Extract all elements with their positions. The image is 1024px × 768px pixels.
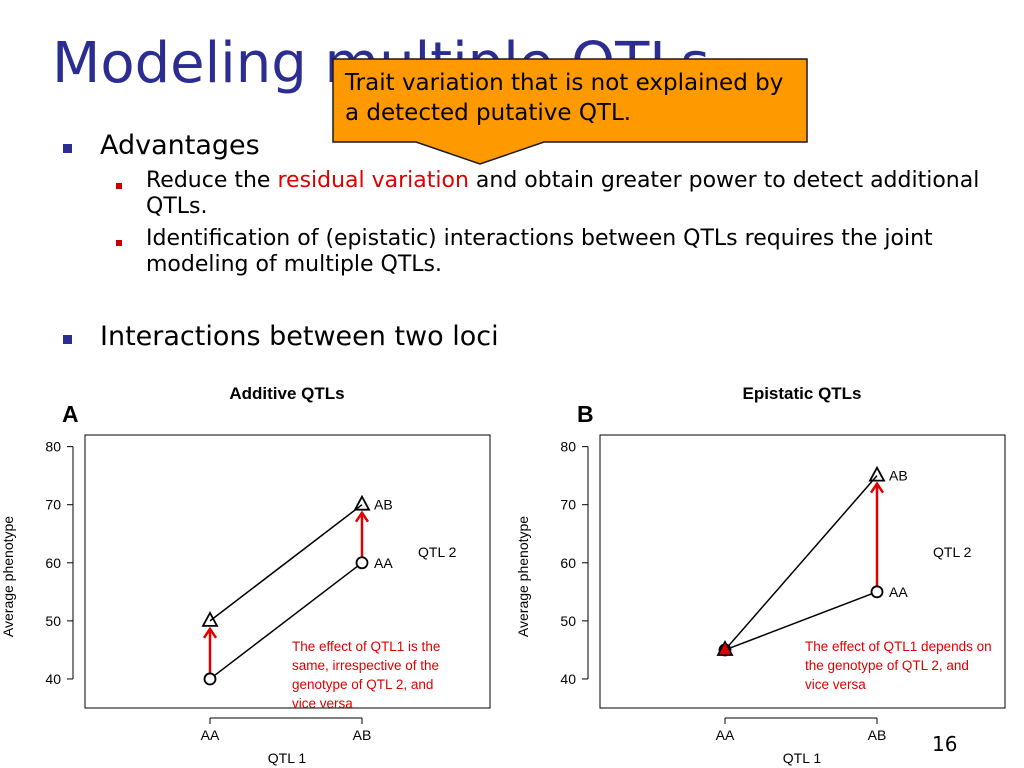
chart-a-y-tick-label: 40: [45, 671, 61, 687]
chart-a-title: Additive QTLs: [229, 384, 344, 403]
chart-b-annotation-line: vice versa: [805, 677, 866, 692]
chart-a-series-line-ab: [209, 504, 363, 622]
chart-a-annotation-line: vice versa: [292, 696, 353, 711]
sub-bullet-marker: [116, 240, 122, 246]
chart-b-panel-label: B: [577, 401, 594, 427]
sub-bullet-text: and obtain greater power to detect addit…: [146, 168, 980, 219]
chart-a-x-tick-label: AB: [353, 727, 372, 743]
bullet-interactions: Interactions between two loci: [100, 321, 499, 352]
chart-a-annotation-line: The effect of QTL1 is the: [292, 639, 440, 654]
chart-a-legend-title: QTL 2: [418, 544, 457, 560]
chart-b-plot-frame: [599, 434, 1006, 709]
chart-b-overlap-marker: [719, 642, 731, 655]
chart-a-y-tick-label: 60: [45, 555, 61, 571]
callout-box: Trait variation that is not explained by…: [332, 58, 808, 165]
chart-a-point-ab: [353, 494, 371, 511]
chart-a-point-ab: [201, 610, 219, 627]
chart-a-series-label-ab: AB: [374, 497, 393, 513]
chart-b-legend-title: QTL 2: [933, 544, 972, 560]
bullet-advantages: Advantages: [100, 130, 260, 161]
sub-bullet-text: Reduce the: [146, 168, 278, 193]
chart-a-annotation-line: genotype of QTL 2, and: [292, 677, 433, 692]
callout-shape: [332, 58, 808, 165]
chart-epistatic-qtls: Epistatic QTLs B 40 50 60 70 80 Average phenoty…: [515, 384, 1006, 766]
residual-variation-highlight: residual variation: [277, 168, 469, 193]
chart-a-y-tick-label: 70: [45, 497, 61, 513]
chart-b-series-line-ab: [724, 475, 878, 651]
chart-b-y-tick-label: 80: [560, 439, 576, 455]
callout-text: Trait variation that is not explained by…: [345, 70, 784, 126]
chart-a-y-axis-label: Average phenotype: [0, 516, 16, 637]
bullet-marker: [63, 144, 72, 153]
chart-a-y-tick-label: 50: [45, 613, 61, 629]
chart-b-x-tick-label: AB: [868, 727, 887, 743]
chart-a-point-aa: [355, 556, 369, 570]
slide-number: 16: [932, 732, 958, 756]
sub-bullet-residual: Reduce the residual variation and obtain…: [146, 168, 986, 220]
chart-b-point-aa: [870, 585, 884, 599]
chart-b-y-axis-label: Average phenotype: [515, 516, 531, 637]
chart-b-x-tick-label: AA: [716, 727, 735, 743]
chart-a-series-line-aa: [209, 562, 363, 680]
chart-a-annotation-line: same, irrespective of the: [292, 658, 439, 673]
chart-a-panel-label: A: [62, 401, 79, 427]
chart-a-effect-arrow-head: [354, 510, 370, 523]
chart-b-point-ab: [716, 640, 734, 656]
chart-b-title: Epistatic QTLs: [742, 384, 861, 403]
chart-b-y-tick-label: 60: [560, 555, 576, 571]
sub-bullet-marker: [116, 183, 122, 189]
chart-a-effect-arrow-head: [202, 626, 218, 639]
chart-b-effect-arrow-head: [869, 481, 885, 494]
chart-b-x-axis-label: QTL 1: [783, 750, 822, 766]
chart-b-y-tick-label: 50: [560, 613, 576, 629]
chart-a-y-tick-label: 80: [45, 439, 61, 455]
chart-b-y-tick-label: 70: [560, 497, 576, 513]
chart-a-plot-frame: [84, 434, 491, 709]
bullet-marker: [63, 335, 72, 344]
chart-additive-qtls: Additive QTLs A 40 50 60 70 80 Average phenotyp…: [0, 384, 491, 766]
chart-b-y-tick-label: 40: [560, 671, 576, 687]
chart-a-x-tick-label: AA: [201, 727, 220, 743]
chart-a-x-axis-label: QTL 1: [268, 750, 307, 766]
chart-b-point-ab: [868, 465, 886, 482]
chart-a-series-label-aa: AA: [374, 555, 393, 571]
chart-b-series-line-aa: [724, 591, 878, 651]
chart-b-series-label-aa: AA: [889, 584, 908, 600]
chart-b-annotation-line: The effect of QTL1 depends on: [805, 639, 992, 654]
sub-bullet-epistatic: Identification of (epistatic) interactio…: [146, 226, 933, 277]
chart-b-series-label-ab: AB: [889, 468, 908, 484]
chart-a-point-aa: [203, 672, 217, 686]
chart-b-annotation-line: the genotype of QTL 2, and: [805, 658, 969, 673]
